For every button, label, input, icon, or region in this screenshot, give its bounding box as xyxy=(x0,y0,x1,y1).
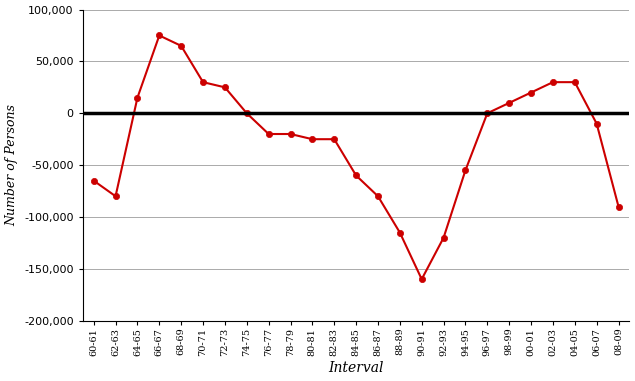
Y-axis label: Number of Persons: Number of Persons xyxy=(6,104,18,226)
X-axis label: Interval: Interval xyxy=(328,362,384,375)
